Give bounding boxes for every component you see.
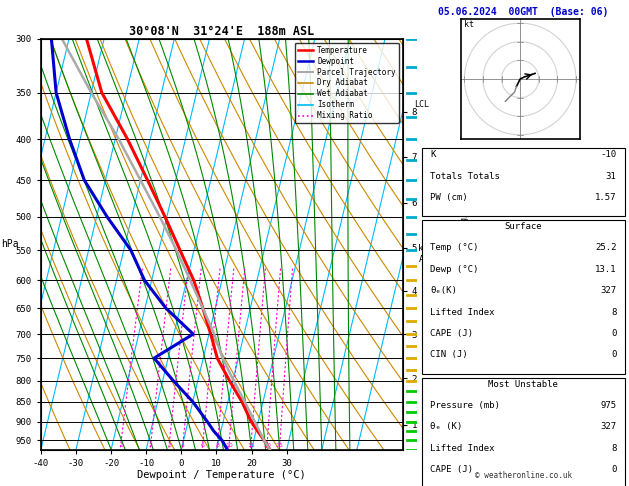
Text: 31: 31 (606, 172, 616, 181)
Text: 2: 2 (148, 443, 153, 448)
Text: 4: 4 (181, 443, 185, 448)
Text: 1: 1 (119, 443, 123, 448)
Text: CAPE (J): CAPE (J) (430, 465, 474, 474)
Text: 0: 0 (611, 465, 616, 474)
Text: 0: 0 (611, 329, 616, 338)
Text: 10: 10 (225, 443, 233, 448)
Text: 1.57: 1.57 (595, 193, 616, 202)
Text: Mixing Ratio (g/kg): Mixing Ratio (g/kg) (460, 197, 469, 292)
Text: hPa: hPa (1, 239, 19, 249)
Text: K: K (430, 150, 436, 159)
Text: CIN (J): CIN (J) (430, 350, 468, 360)
Text: Temp (°C): Temp (°C) (430, 243, 479, 253)
Text: 3: 3 (167, 443, 171, 448)
Text: Totals Totals: Totals Totals (430, 172, 500, 181)
Text: 25: 25 (276, 443, 284, 448)
Text: © weatheronline.co.uk: © weatheronline.co.uk (475, 471, 572, 480)
Text: Most Unstable: Most Unstable (488, 380, 559, 389)
Text: Dewp (°C): Dewp (°C) (430, 265, 479, 274)
Text: Lifted Index: Lifted Index (430, 444, 495, 453)
Text: 327: 327 (600, 422, 616, 432)
Text: 0: 0 (611, 350, 616, 360)
Y-axis label: km
ASL: km ASL (418, 244, 435, 263)
Text: 15: 15 (247, 443, 255, 448)
Text: -10: -10 (600, 150, 616, 159)
Text: PW (cm): PW (cm) (430, 193, 468, 202)
Text: kt: kt (464, 20, 474, 29)
Bar (422, 148, 625, 216)
Text: Surface: Surface (504, 222, 542, 231)
Text: 6: 6 (201, 443, 204, 448)
Text: 25.2: 25.2 (595, 243, 616, 253)
Title: 30°08'N  31°24'E  188m ASL: 30°08'N 31°24'E 188m ASL (129, 25, 314, 38)
Text: 975: 975 (600, 401, 616, 410)
Text: 8: 8 (216, 443, 220, 448)
Text: 05.06.2024  00GMT  (Base: 06): 05.06.2024 00GMT (Base: 06) (438, 7, 608, 17)
Text: 8: 8 (611, 308, 616, 317)
Text: CAPE (J): CAPE (J) (430, 329, 474, 338)
Text: 20: 20 (263, 443, 271, 448)
Bar (422, 220, 625, 374)
Text: θₑ (K): θₑ (K) (430, 422, 462, 432)
Text: 13.1: 13.1 (595, 265, 616, 274)
Text: 327: 327 (600, 286, 616, 295)
Bar (422, 378, 625, 486)
Legend: Temperature, Dewpoint, Parcel Trajectory, Dry Adiabat, Wet Adiabat, Isotherm, Mi: Temperature, Dewpoint, Parcel Trajectory… (295, 43, 399, 123)
Text: 8: 8 (611, 444, 616, 453)
Text: Pressure (mb): Pressure (mb) (430, 401, 500, 410)
Text: LCL: LCL (414, 100, 429, 109)
X-axis label: Dewpoint / Temperature (°C): Dewpoint / Temperature (°C) (137, 470, 306, 480)
Text: Lifted Index: Lifted Index (430, 308, 495, 317)
Text: θₑ(K): θₑ(K) (430, 286, 457, 295)
